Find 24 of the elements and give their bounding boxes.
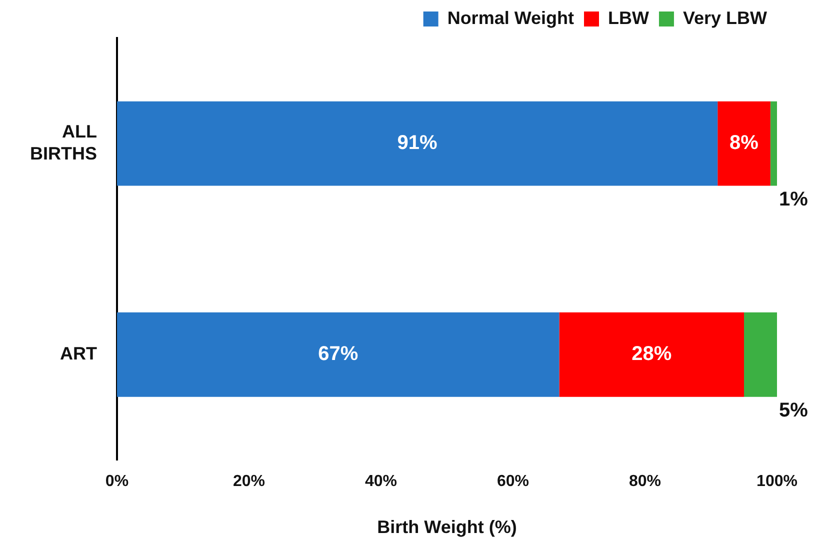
data-label: 28% [632, 343, 672, 366]
data-label: 67% [318, 343, 358, 366]
data-label: 1% [779, 188, 808, 210]
y-tick-label: ART [60, 344, 97, 364]
x-tick-label: 40% [364, 473, 398, 490]
data-label: 91% [397, 132, 438, 154]
data-label: 8% [730, 132, 759, 154]
bar [559, 312, 744, 397]
legend-label: Very LBW [682, 8, 768, 28]
x-axis-title: Birth Weight (%) [377, 517, 517, 538]
x-tick-label: 60% [496, 473, 530, 490]
bar [117, 312, 560, 397]
bar [117, 101, 718, 186]
x-tick-label: 80% [628, 473, 662, 490]
y-tick-label: ALL BIRTHS [30, 122, 97, 164]
legend-label: Normal Weight [447, 8, 574, 28]
bar [770, 101, 777, 186]
x-tick-label: 20% [232, 473, 266, 490]
bar [718, 101, 770, 186]
data-label: 5% [779, 399, 808, 422]
bar [744, 312, 777, 397]
x-tick-label: 100% [756, 473, 798, 490]
x-tick-label: 0% [105, 473, 129, 490]
legend-label: LBW [608, 8, 649, 28]
